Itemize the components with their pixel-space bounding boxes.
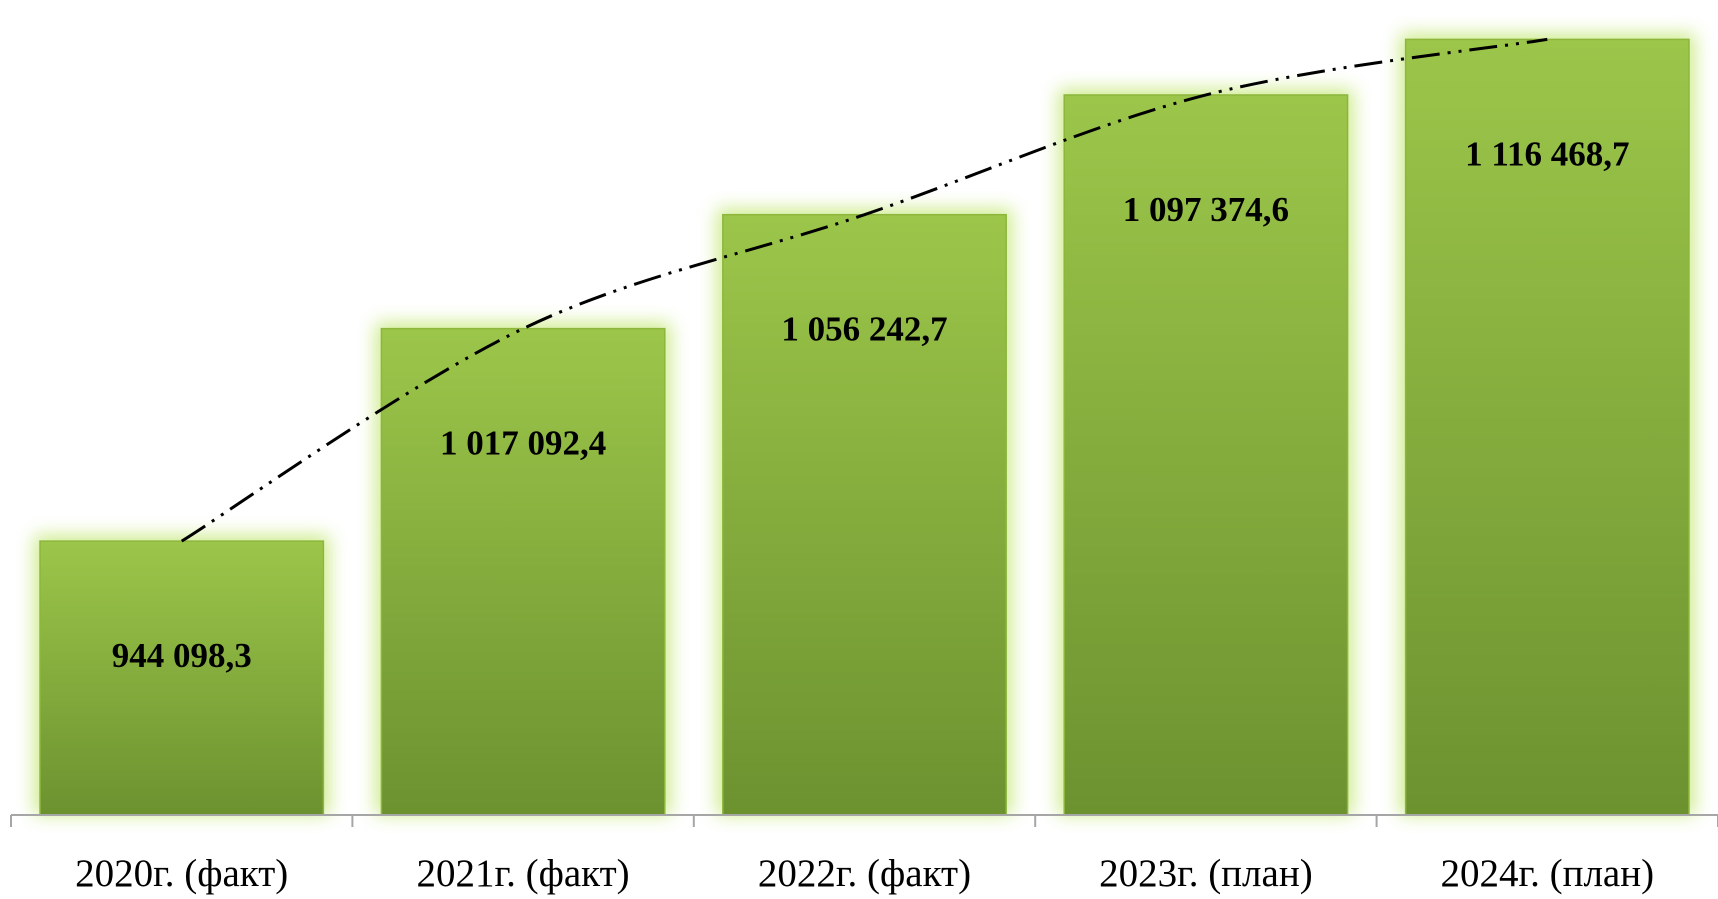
data-label: 1 116 468,7 — [1465, 134, 1629, 173]
x-tick-label: 2020г. (факт) — [75, 852, 288, 895]
data-label: 944 098,3 — [112, 636, 252, 675]
x-tick-label: 2023г. (план) — [1099, 852, 1313, 895]
bar — [39, 540, 325, 816]
trend-line — [180, 37, 1548, 543]
x-tick-label: 2024г. (план) — [1441, 852, 1655, 895]
bar — [1404, 38, 1690, 816]
x-tick-label: 2021г. (факт) — [417, 852, 630, 895]
bar — [722, 213, 1007, 816]
data-label: 1 056 242,7 — [781, 310, 947, 349]
data-label: 1 097 374,6 — [1123, 190, 1289, 229]
bar-layer — [39, 38, 1690, 816]
data-label: 1 017 092,4 — [440, 424, 606, 463]
bar — [1063, 94, 1349, 816]
x-tick-label: 2022г. (факт) — [758, 852, 971, 895]
bar — [380, 327, 666, 816]
